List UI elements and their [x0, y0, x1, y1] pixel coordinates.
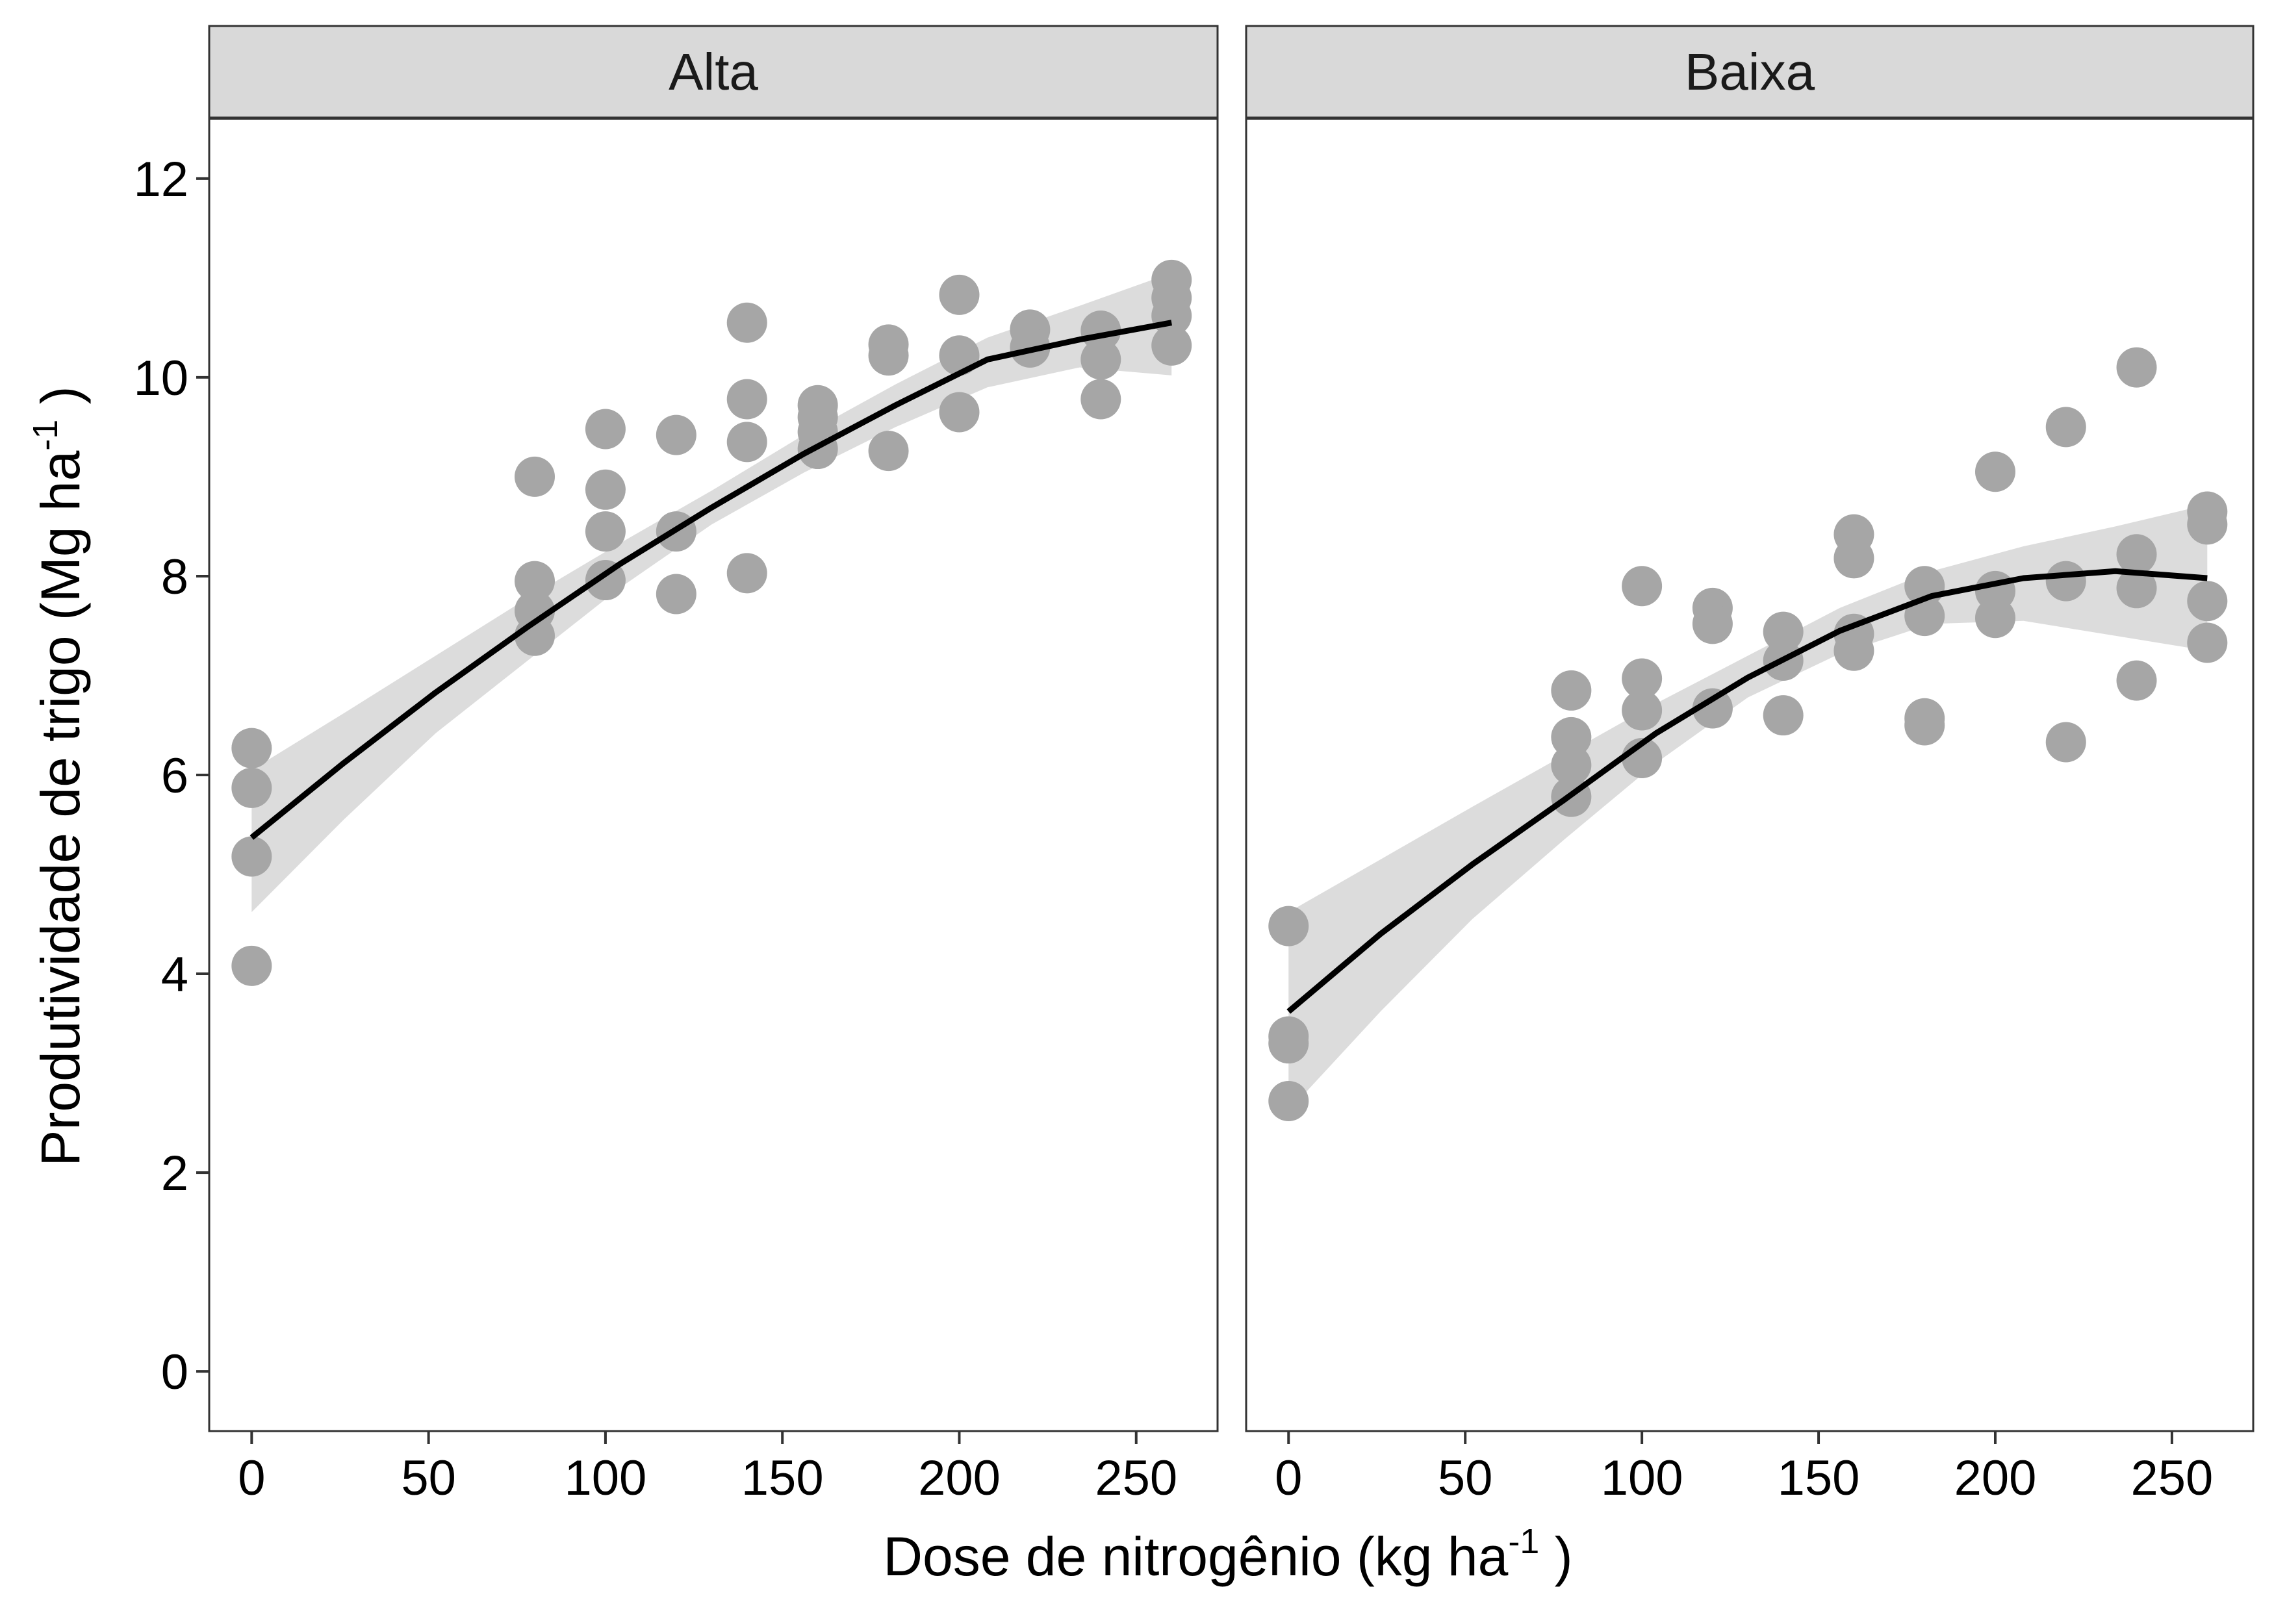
- data-point: [939, 392, 980, 433]
- x-tick-label: 50: [1438, 1451, 1493, 1506]
- data-point: [868, 431, 909, 472]
- data-point: [585, 511, 626, 552]
- data-point: [656, 574, 696, 615]
- data-point: [1622, 566, 1663, 607]
- data-point: [231, 728, 272, 768]
- data-point: [2187, 504, 2228, 545]
- data-point: [726, 379, 767, 420]
- data-point: [726, 422, 767, 463]
- y-tick-label: 6: [161, 748, 188, 804]
- data-point: [2045, 722, 2086, 763]
- data-point: [1622, 690, 1663, 731]
- data-point: [1080, 339, 1121, 380]
- data-point: [1080, 379, 1121, 420]
- data-point: [1974, 598, 2015, 639]
- data-point: [585, 469, 626, 510]
- x-tick-label: 150: [741, 1451, 824, 1506]
- y-tick-label: 8: [161, 550, 188, 605]
- data-point: [1904, 705, 1945, 746]
- data-point: [1904, 596, 1945, 637]
- data-point: [1622, 658, 1663, 699]
- y-tick-label: 12: [133, 152, 188, 207]
- x-axis-title: Dose de nitrogênio (kg ha-1 ): [883, 1522, 1572, 1587]
- data-point: [1763, 695, 1804, 736]
- plot-area: [1246, 119, 2253, 1431]
- x-tick-label: 100: [565, 1451, 647, 1506]
- data-point: [2045, 407, 2086, 448]
- data-point: [1692, 603, 1733, 644]
- confidence-band: [1288, 504, 2208, 1111]
- x-tick-label: 200: [918, 1451, 1001, 1506]
- data-point: [1268, 1080, 1309, 1121]
- data-point: [1551, 717, 1592, 757]
- facet-strip: [208, 25, 1219, 119]
- fit-line: [1286, 568, 2208, 1014]
- data-point: [2116, 660, 2157, 701]
- data-point: [1268, 906, 1309, 946]
- data-point: [868, 335, 909, 376]
- data-point: [2116, 534, 2157, 575]
- data-point: [231, 945, 272, 986]
- data-point: [939, 274, 980, 315]
- facet-strip-label: Baixa: [1685, 43, 1815, 101]
- panel-border: [1245, 118, 2255, 1432]
- data-point: [1833, 538, 1874, 579]
- data-point: [1763, 611, 1804, 652]
- x-tick-label: 250: [2131, 1451, 2214, 1506]
- x-tick-label: 100: [1601, 1451, 1683, 1506]
- data-point: [1974, 451, 2015, 492]
- data-point: [1080, 310, 1121, 351]
- data-point: [514, 561, 555, 602]
- data-point: [231, 836, 272, 877]
- y-tick-label: 0: [161, 1345, 188, 1400]
- x-tick-label: 50: [401, 1451, 456, 1506]
- data-point: [514, 456, 555, 497]
- data-point: [231, 767, 272, 808]
- y-tick-label: 2: [161, 1146, 188, 1201]
- data-point: [1551, 744, 1592, 785]
- x-tick-label: 0: [1275, 1451, 1302, 1506]
- data-point: [1551, 670, 1592, 711]
- data-point: [656, 414, 696, 455]
- x-tick-label: 0: [238, 1451, 265, 1506]
- data-point: [726, 553, 767, 594]
- facet-strip-label: Alta: [669, 43, 758, 101]
- data-points: [231, 259, 1192, 986]
- fit-line: [249, 320, 1173, 840]
- panel-alta: Alta 0 50 100 150 200 250 0 2 4 6 8 10 12: [133, 25, 1219, 1506]
- y-tick-label: 4: [161, 947, 188, 1002]
- data-point: [2116, 568, 2157, 609]
- data-point: [1692, 688, 1733, 729]
- panels: Alta 0 50 100 150 200 250 0 2 4 6 8 10 12 Baixa 0 50 100 1…: [133, 25, 2255, 1506]
- data-point: [2045, 561, 2086, 602]
- data-point: [1268, 1023, 1309, 1064]
- data-point: [1833, 630, 1874, 671]
- data-point: [585, 409, 626, 450]
- facet-strip: [1245, 25, 2255, 119]
- data-point: [2187, 581, 2228, 622]
- data-point: [726, 302, 767, 343]
- x-tick-label: 200: [1954, 1451, 2037, 1506]
- y-tick-label: 10: [133, 351, 188, 406]
- x-tick-label: 250: [1095, 1451, 1177, 1506]
- data-point: [2187, 622, 2228, 663]
- data-point: [2116, 347, 2157, 388]
- data-point: [1151, 325, 1192, 366]
- x-tick-label: 150: [1778, 1451, 1860, 1506]
- y-axis-title: Produtividade de trigo (Mg ha-1 ): [26, 386, 91, 1166]
- panel-baixa: Baixa 0 50 100 150 200 250: [1245, 25, 2255, 1506]
